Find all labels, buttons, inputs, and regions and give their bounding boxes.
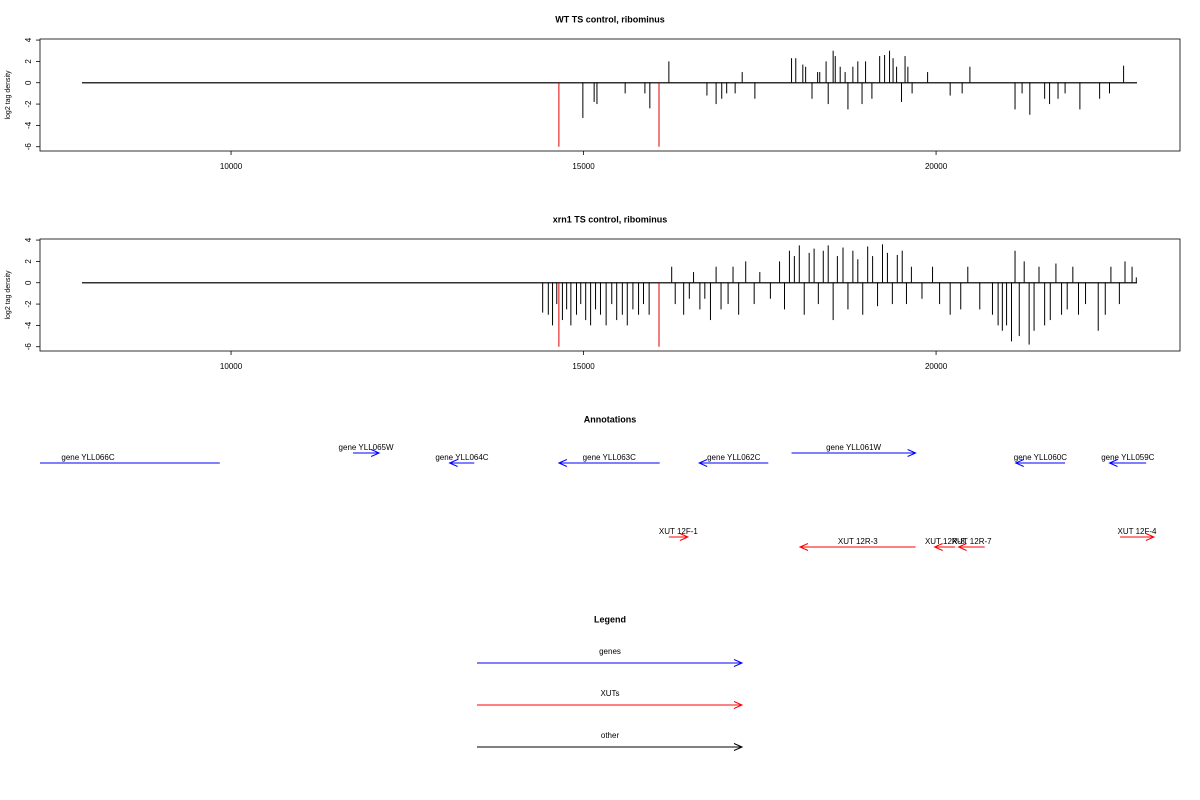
feature-arrow-head	[1014, 459, 1024, 467]
feature-arrow-head	[1108, 459, 1118, 467]
plot-frame	[39, 38, 1181, 152]
y-tick-label: 0	[24, 280, 33, 285]
y-tick-label: -2	[24, 100, 33, 108]
chart-title: xrn1 TS control, ribominus	[553, 214, 668, 224]
y-axis-label: log2 tag density	[5, 270, 12, 320]
x-tick-label: 20000	[925, 362, 948, 371]
feature-label: gene YLL060C	[1014, 453, 1067, 462]
legend-arrow-head	[733, 659, 744, 667]
feature-arrow-head	[679, 533, 690, 541]
x-tick-label: 15000	[572, 362, 595, 371]
y-tick-label: -4	[24, 321, 33, 329]
y-axis-label: log2 tag density	[5, 70, 12, 120]
feature-label: XUT 12R-3	[838, 537, 878, 546]
legend-arrow-head	[733, 701, 744, 709]
feature-arrow-head	[370, 449, 381, 457]
x-tick-label: 20000	[925, 162, 948, 171]
feature-label: XUT 12R-7	[952, 537, 992, 546]
annotations-title: Annotations	[584, 414, 637, 424]
feature-label: gene YLL064C	[435, 453, 488, 462]
y-tick-label: -6	[24, 143, 33, 151]
x-tick-label: 10000	[220, 162, 243, 171]
legend-label: genes	[599, 647, 621, 656]
y-tick-label: 4	[24, 37, 33, 42]
feature-label: gene YLL066C	[61, 453, 114, 462]
y-tick-label: 0	[24, 80, 33, 85]
legend-title: Legend	[594, 614, 626, 624]
feature-arrow-head	[1145, 533, 1156, 541]
feature-arrow-head	[933, 543, 943, 551]
legend-label: XUTs	[600, 689, 619, 698]
feature-label: XUT 12F-4	[1118, 527, 1158, 536]
plot-frame	[39, 238, 1181, 352]
y-tick-label: 4	[24, 237, 33, 242]
y-tick-label: 2	[24, 59, 33, 64]
legend-label: other	[601, 731, 620, 740]
feature-arrow-head	[957, 543, 967, 551]
feature-arrow-head	[907, 449, 917, 457]
feature-arrow-head	[448, 459, 458, 467]
x-tick-label: 15000	[572, 162, 595, 171]
y-tick-label: -6	[24, 343, 33, 351]
feature-label: gene YLL063C	[583, 453, 636, 462]
feature-label: gene YLL059C	[1101, 453, 1154, 462]
feature-arrow-head	[798, 543, 809, 551]
feature-label: XUT 12F-1	[659, 527, 699, 536]
feature-label: gene YLL062C	[707, 453, 760, 462]
feature-arrow-head	[557, 459, 568, 467]
feature-arrow-head	[697, 459, 708, 467]
x-tick-label: 10000	[220, 362, 243, 371]
y-tick-label: -2	[24, 300, 33, 308]
y-tick-label: -4	[24, 121, 33, 129]
feature-label: gene YLL065W	[339, 443, 394, 452]
feature-label: gene YLL061W	[826, 443, 881, 452]
y-tick-label: 2	[24, 259, 33, 264]
feature-label: XUT 12R-8	[925, 537, 965, 546]
chart-title: WT TS control, ribominus	[555, 14, 665, 24]
legend-arrow-head	[733, 743, 744, 751]
